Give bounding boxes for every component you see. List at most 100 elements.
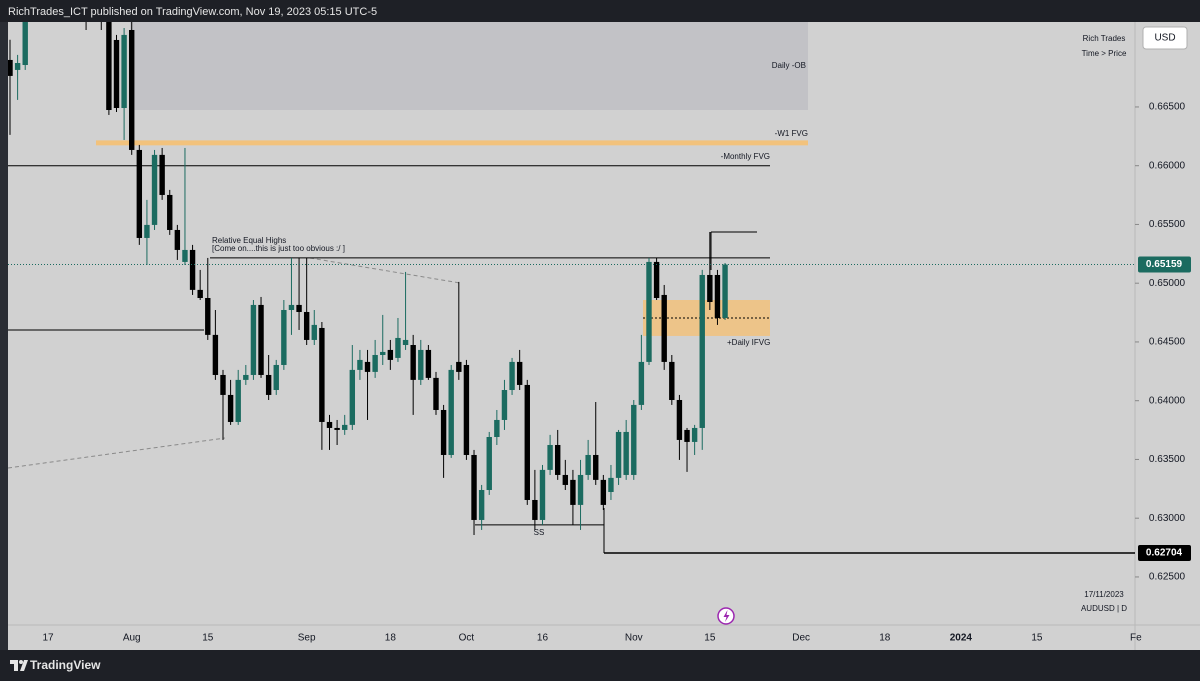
candle-body — [585, 454, 591, 475]
candle-body — [243, 374, 249, 380]
candle-body — [471, 454, 477, 520]
header-title: RichTrades_ICT published on TradingView.… — [8, 6, 377, 18]
annotation-label: +Daily IFVG — [727, 338, 770, 347]
y-tick-label: 0.65500 — [1149, 219, 1186, 230]
y-tick-label: 0.64500 — [1149, 337, 1186, 348]
candle-body — [189, 249, 196, 290]
x-tick-label: Sep — [298, 633, 316, 644]
candles — [8, 22, 728, 535]
candle-body — [250, 304, 257, 375]
lightning-icon[interactable] — [717, 607, 735, 625]
candle-body — [151, 154, 158, 225]
trend-line — [8, 437, 226, 469]
candle-body — [555, 444, 561, 475]
candle-body — [722, 264, 728, 318]
y-tick-label: 0.66000 — [1149, 160, 1186, 171]
candle-body — [478, 489, 485, 520]
candle-body — [623, 431, 629, 475]
currency-button[interactable] — [1142, 26, 1188, 50]
price-tag-label: 0.62704 — [1146, 548, 1183, 559]
candle-body — [691, 427, 698, 442]
y-tick-label: 0.66500 — [1149, 102, 1186, 113]
candle-body — [342, 424, 348, 430]
candle-body — [182, 249, 188, 262]
y-tick-label: 0.65000 — [1149, 278, 1186, 289]
candle-body — [303, 311, 310, 340]
candle-body — [129, 29, 135, 150]
x-tick-label: 2024 — [950, 633, 973, 644]
candle-body — [524, 384, 530, 500]
candle-body — [22, 22, 28, 66]
chart-date: 17/11/2023 — [1084, 590, 1124, 599]
candle-body — [212, 334, 219, 375]
annotation-label: [Come on....this is just too obvious :/ … — [212, 244, 345, 253]
candle-body — [631, 404, 637, 475]
annotation-label: Daily -OB — [772, 61, 806, 70]
candle-body — [577, 474, 584, 505]
candle-body — [714, 274, 721, 318]
candle-body — [197, 289, 203, 299]
x-tick-label: Oct — [459, 633, 475, 644]
tradingview-logo — [10, 660, 28, 671]
candle-body — [121, 34, 127, 109]
candle-body — [646, 261, 652, 362]
candle-body — [516, 361, 523, 385]
candle-body — [676, 399, 683, 440]
candle-body — [418, 349, 424, 380]
candle-body — [357, 359, 363, 370]
candle-body — [684, 429, 690, 442]
candle-body — [380, 351, 386, 355]
x-tick-label: 15 — [1031, 633, 1043, 644]
candle-body — [608, 477, 614, 492]
x-tick-label: 16 — [537, 633, 549, 644]
trend-line — [309, 257, 461, 284]
candle-body — [615, 431, 622, 478]
candle-body — [425, 349, 432, 378]
candle-body — [494, 419, 500, 438]
zone — [130, 22, 808, 111]
candle-body — [319, 327, 325, 422]
candle-body — [562, 474, 569, 485]
currency[interactable]: USD — [1154, 33, 1175, 44]
candle-body — [440, 409, 447, 455]
candle-body — [547, 444, 553, 470]
y-tick-label: 0.62500 — [1149, 572, 1186, 583]
candle-body — [448, 369, 454, 455]
candle-body — [159, 154, 165, 195]
annotation-label: Relative Equal Highs — [212, 236, 286, 245]
footer-bar — [0, 650, 1200, 681]
candle-body — [653, 261, 660, 299]
candle-body — [349, 369, 356, 425]
x-tick-label: Aug — [123, 633, 141, 644]
candle-body — [220, 374, 226, 395]
footer-brand: TradingView — [30, 658, 101, 672]
candle-body — [707, 274, 713, 302]
price-tag — [1138, 256, 1191, 273]
candle-body — [501, 390, 508, 420]
y-tick-label: 0.64000 — [1149, 395, 1186, 406]
candle-body — [288, 304, 295, 310]
candle-body — [372, 354, 378, 372]
candle-body — [669, 361, 675, 400]
candle-body — [364, 361, 371, 372]
watermark: Time > Price — [1082, 49, 1127, 58]
x-tick-label: 18 — [385, 633, 397, 644]
candle-body — [638, 361, 645, 405]
candle-body — [106, 22, 112, 111]
candle-body — [463, 364, 470, 455]
candle-body — [227, 394, 234, 422]
price-tag — [1138, 544, 1191, 561]
candle-body — [235, 379, 241, 422]
candle-body — [144, 224, 150, 238]
watermark: Rich Trades — [1083, 34, 1126, 43]
candle-body — [167, 194, 173, 230]
candle-body — [600, 479, 607, 505]
candle-body — [334, 427, 340, 430]
candle-body — [661, 294, 667, 362]
annotation-label: -Monthly FVG — [721, 152, 770, 161]
candle-body — [136, 149, 143, 238]
x-tick-label: 18 — [879, 633, 891, 644]
